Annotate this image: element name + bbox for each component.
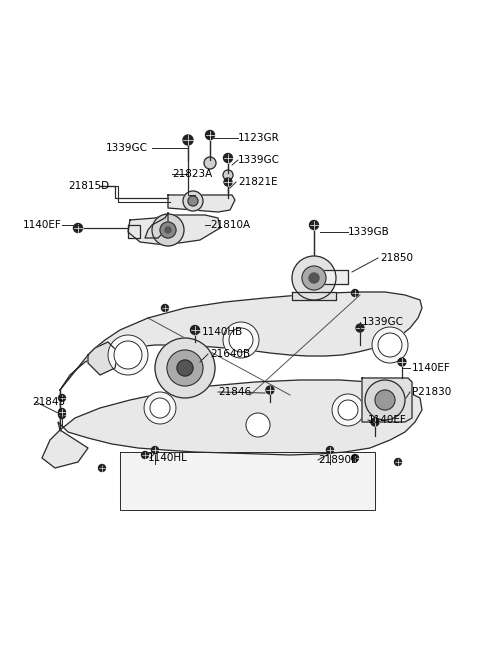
Circle shape	[310, 220, 319, 230]
Text: 1123GR: 1123GR	[238, 133, 280, 143]
Text: 21810A: 21810A	[210, 220, 250, 230]
Circle shape	[398, 358, 406, 366]
Polygon shape	[128, 215, 220, 245]
Circle shape	[302, 266, 326, 290]
Circle shape	[338, 400, 358, 420]
Circle shape	[165, 227, 171, 233]
Text: 21821E: 21821E	[238, 177, 277, 187]
Text: 1140EF: 1140EF	[368, 415, 407, 425]
Polygon shape	[316, 270, 348, 284]
Circle shape	[183, 191, 203, 211]
Circle shape	[223, 322, 259, 358]
Circle shape	[246, 413, 270, 437]
Circle shape	[351, 289, 359, 297]
Circle shape	[155, 338, 215, 398]
Polygon shape	[60, 292, 422, 390]
Circle shape	[224, 178, 232, 186]
Circle shape	[351, 455, 359, 462]
Text: 1339GB: 1339GB	[348, 227, 390, 237]
Circle shape	[372, 327, 408, 363]
Circle shape	[371, 418, 379, 426]
Text: 21815D: 21815D	[68, 181, 109, 191]
Circle shape	[204, 157, 216, 169]
Circle shape	[188, 196, 198, 206]
Circle shape	[59, 409, 65, 415]
Circle shape	[229, 328, 253, 352]
Polygon shape	[145, 213, 168, 238]
Text: 1339GC: 1339GC	[362, 317, 404, 327]
Circle shape	[150, 398, 170, 418]
Circle shape	[108, 335, 148, 375]
Circle shape	[144, 392, 176, 424]
Polygon shape	[88, 342, 118, 375]
Circle shape	[313, 274, 319, 279]
Circle shape	[59, 411, 65, 419]
Circle shape	[205, 131, 215, 140]
Circle shape	[191, 325, 200, 335]
Circle shape	[356, 324, 364, 332]
Text: P21830: P21830	[412, 387, 451, 397]
Text: 1140EF: 1140EF	[412, 363, 451, 373]
Circle shape	[224, 154, 232, 163]
Circle shape	[59, 394, 65, 401]
Circle shape	[266, 386, 274, 394]
Polygon shape	[120, 452, 375, 510]
Circle shape	[73, 224, 83, 232]
Circle shape	[395, 392, 401, 398]
Circle shape	[161, 304, 168, 312]
Polygon shape	[168, 195, 235, 212]
Text: 1339GC: 1339GC	[238, 155, 280, 165]
Polygon shape	[362, 378, 412, 422]
Circle shape	[309, 273, 319, 283]
Text: 21823A: 21823A	[172, 169, 212, 179]
Circle shape	[375, 390, 395, 410]
Circle shape	[292, 256, 336, 300]
Circle shape	[167, 350, 203, 386]
Circle shape	[326, 447, 334, 453]
Circle shape	[177, 360, 193, 376]
Text: 21850: 21850	[380, 253, 413, 263]
Circle shape	[142, 451, 148, 459]
Circle shape	[160, 222, 176, 238]
Circle shape	[246, 413, 270, 437]
Circle shape	[114, 341, 142, 369]
Circle shape	[395, 459, 401, 466]
Text: 21890B: 21890B	[318, 455, 358, 465]
Polygon shape	[58, 292, 422, 455]
Circle shape	[365, 380, 405, 420]
Circle shape	[152, 214, 184, 246]
Text: 1339GC: 1339GC	[106, 143, 148, 153]
Text: 21640B: 21640B	[210, 349, 250, 359]
Text: 1140EF: 1140EF	[23, 220, 62, 230]
Circle shape	[223, 170, 233, 180]
Text: 21846: 21846	[218, 387, 251, 397]
Polygon shape	[42, 430, 88, 468]
Text: 21845: 21845	[32, 397, 65, 407]
Circle shape	[152, 447, 158, 453]
Polygon shape	[128, 225, 140, 238]
Circle shape	[332, 394, 364, 426]
Circle shape	[183, 135, 193, 145]
Polygon shape	[292, 292, 336, 300]
Circle shape	[98, 464, 106, 472]
Text: 1140HL: 1140HL	[148, 453, 188, 463]
Circle shape	[378, 333, 402, 357]
Text: 1140HB: 1140HB	[202, 327, 243, 337]
